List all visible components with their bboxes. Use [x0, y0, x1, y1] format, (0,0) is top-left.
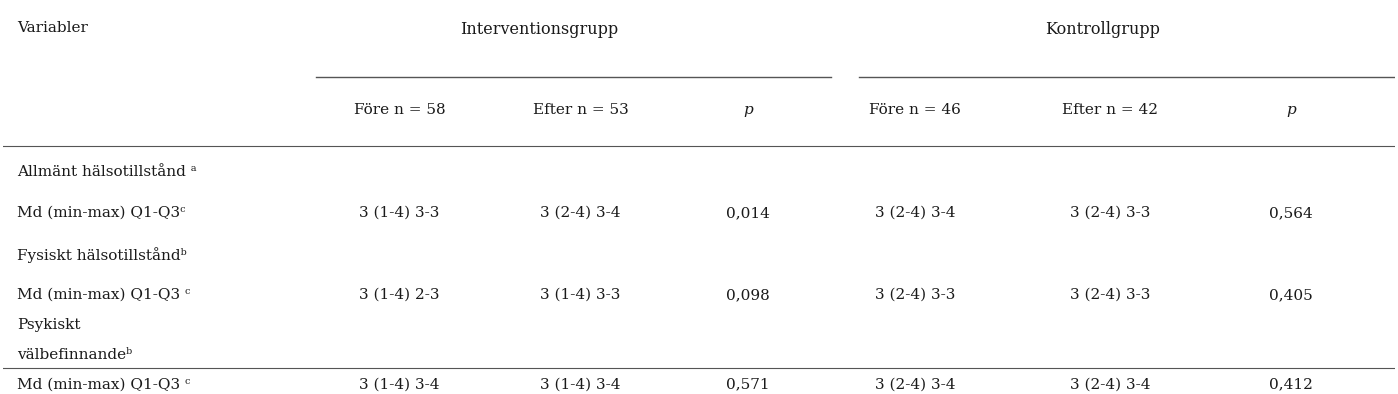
Text: 3 (1-4) 3-4: 3 (1-4) 3-4: [541, 377, 621, 392]
Text: 3 (2-4) 3-4: 3 (2-4) 3-4: [875, 377, 955, 392]
Text: Efter n = 53: Efter n = 53: [533, 104, 629, 117]
Text: Variabler: Variabler: [17, 21, 88, 35]
Text: Före n = 58: Före n = 58: [354, 104, 446, 117]
Text: Md (min-max) Q1-Q3ᶜ: Md (min-max) Q1-Q3ᶜ: [17, 206, 185, 220]
Text: Kontrollgrupp: Kontrollgrupp: [1046, 21, 1160, 39]
Text: välbefinnandeᵇ: välbefinnandeᵇ: [17, 348, 131, 362]
Text: Psykiskt: Psykiskt: [17, 318, 80, 332]
Text: 3 (1-4) 3-3: 3 (1-4) 3-3: [541, 288, 621, 302]
Text: 3 (2-4) 3-3: 3 (2-4) 3-3: [1069, 206, 1151, 220]
Text: Interventionsgrupp: Interventionsgrupp: [460, 21, 618, 39]
Text: Md (min-max) Q1-Q3 ᶜ: Md (min-max) Q1-Q3 ᶜ: [17, 288, 190, 302]
Text: 0,412: 0,412: [1269, 377, 1313, 392]
Text: 3 (2-4) 3-4: 3 (2-4) 3-4: [541, 206, 621, 220]
Text: 0,098: 0,098: [726, 288, 770, 302]
Text: 0,571: 0,571: [726, 377, 769, 392]
Text: 3 (2-4) 3-3: 3 (2-4) 3-3: [875, 288, 955, 302]
Text: 3 (2-4) 3-4: 3 (2-4) 3-4: [1069, 377, 1151, 392]
Text: 0,405: 0,405: [1269, 288, 1313, 302]
Text: 3 (2-4) 3-3: 3 (2-4) 3-3: [1069, 288, 1151, 302]
Text: 3 (1-4) 3-4: 3 (1-4) 3-4: [359, 377, 440, 392]
Text: Efter n = 42: Efter n = 42: [1061, 104, 1158, 117]
Text: 0,564: 0,564: [1269, 206, 1313, 220]
Text: Md (min-max) Q1-Q3 ᶜ: Md (min-max) Q1-Q3 ᶜ: [17, 377, 190, 392]
Text: Fysiskt hälsotillståndᵇ: Fysiskt hälsotillståndᵇ: [17, 247, 186, 263]
Text: p: p: [742, 104, 752, 117]
Text: p: p: [1286, 104, 1296, 117]
Text: 3 (1-4) 3-3: 3 (1-4) 3-3: [359, 206, 440, 220]
Text: 3 (2-4) 3-4: 3 (2-4) 3-4: [875, 206, 955, 220]
Text: Allmänt hälsotillstånd ᵃ: Allmänt hälsotillstånd ᵃ: [17, 165, 197, 179]
Text: 0,014: 0,014: [726, 206, 770, 220]
Text: Före n = 46: Före n = 46: [870, 104, 960, 117]
Text: 3 (1-4) 2-3: 3 (1-4) 2-3: [359, 288, 440, 302]
